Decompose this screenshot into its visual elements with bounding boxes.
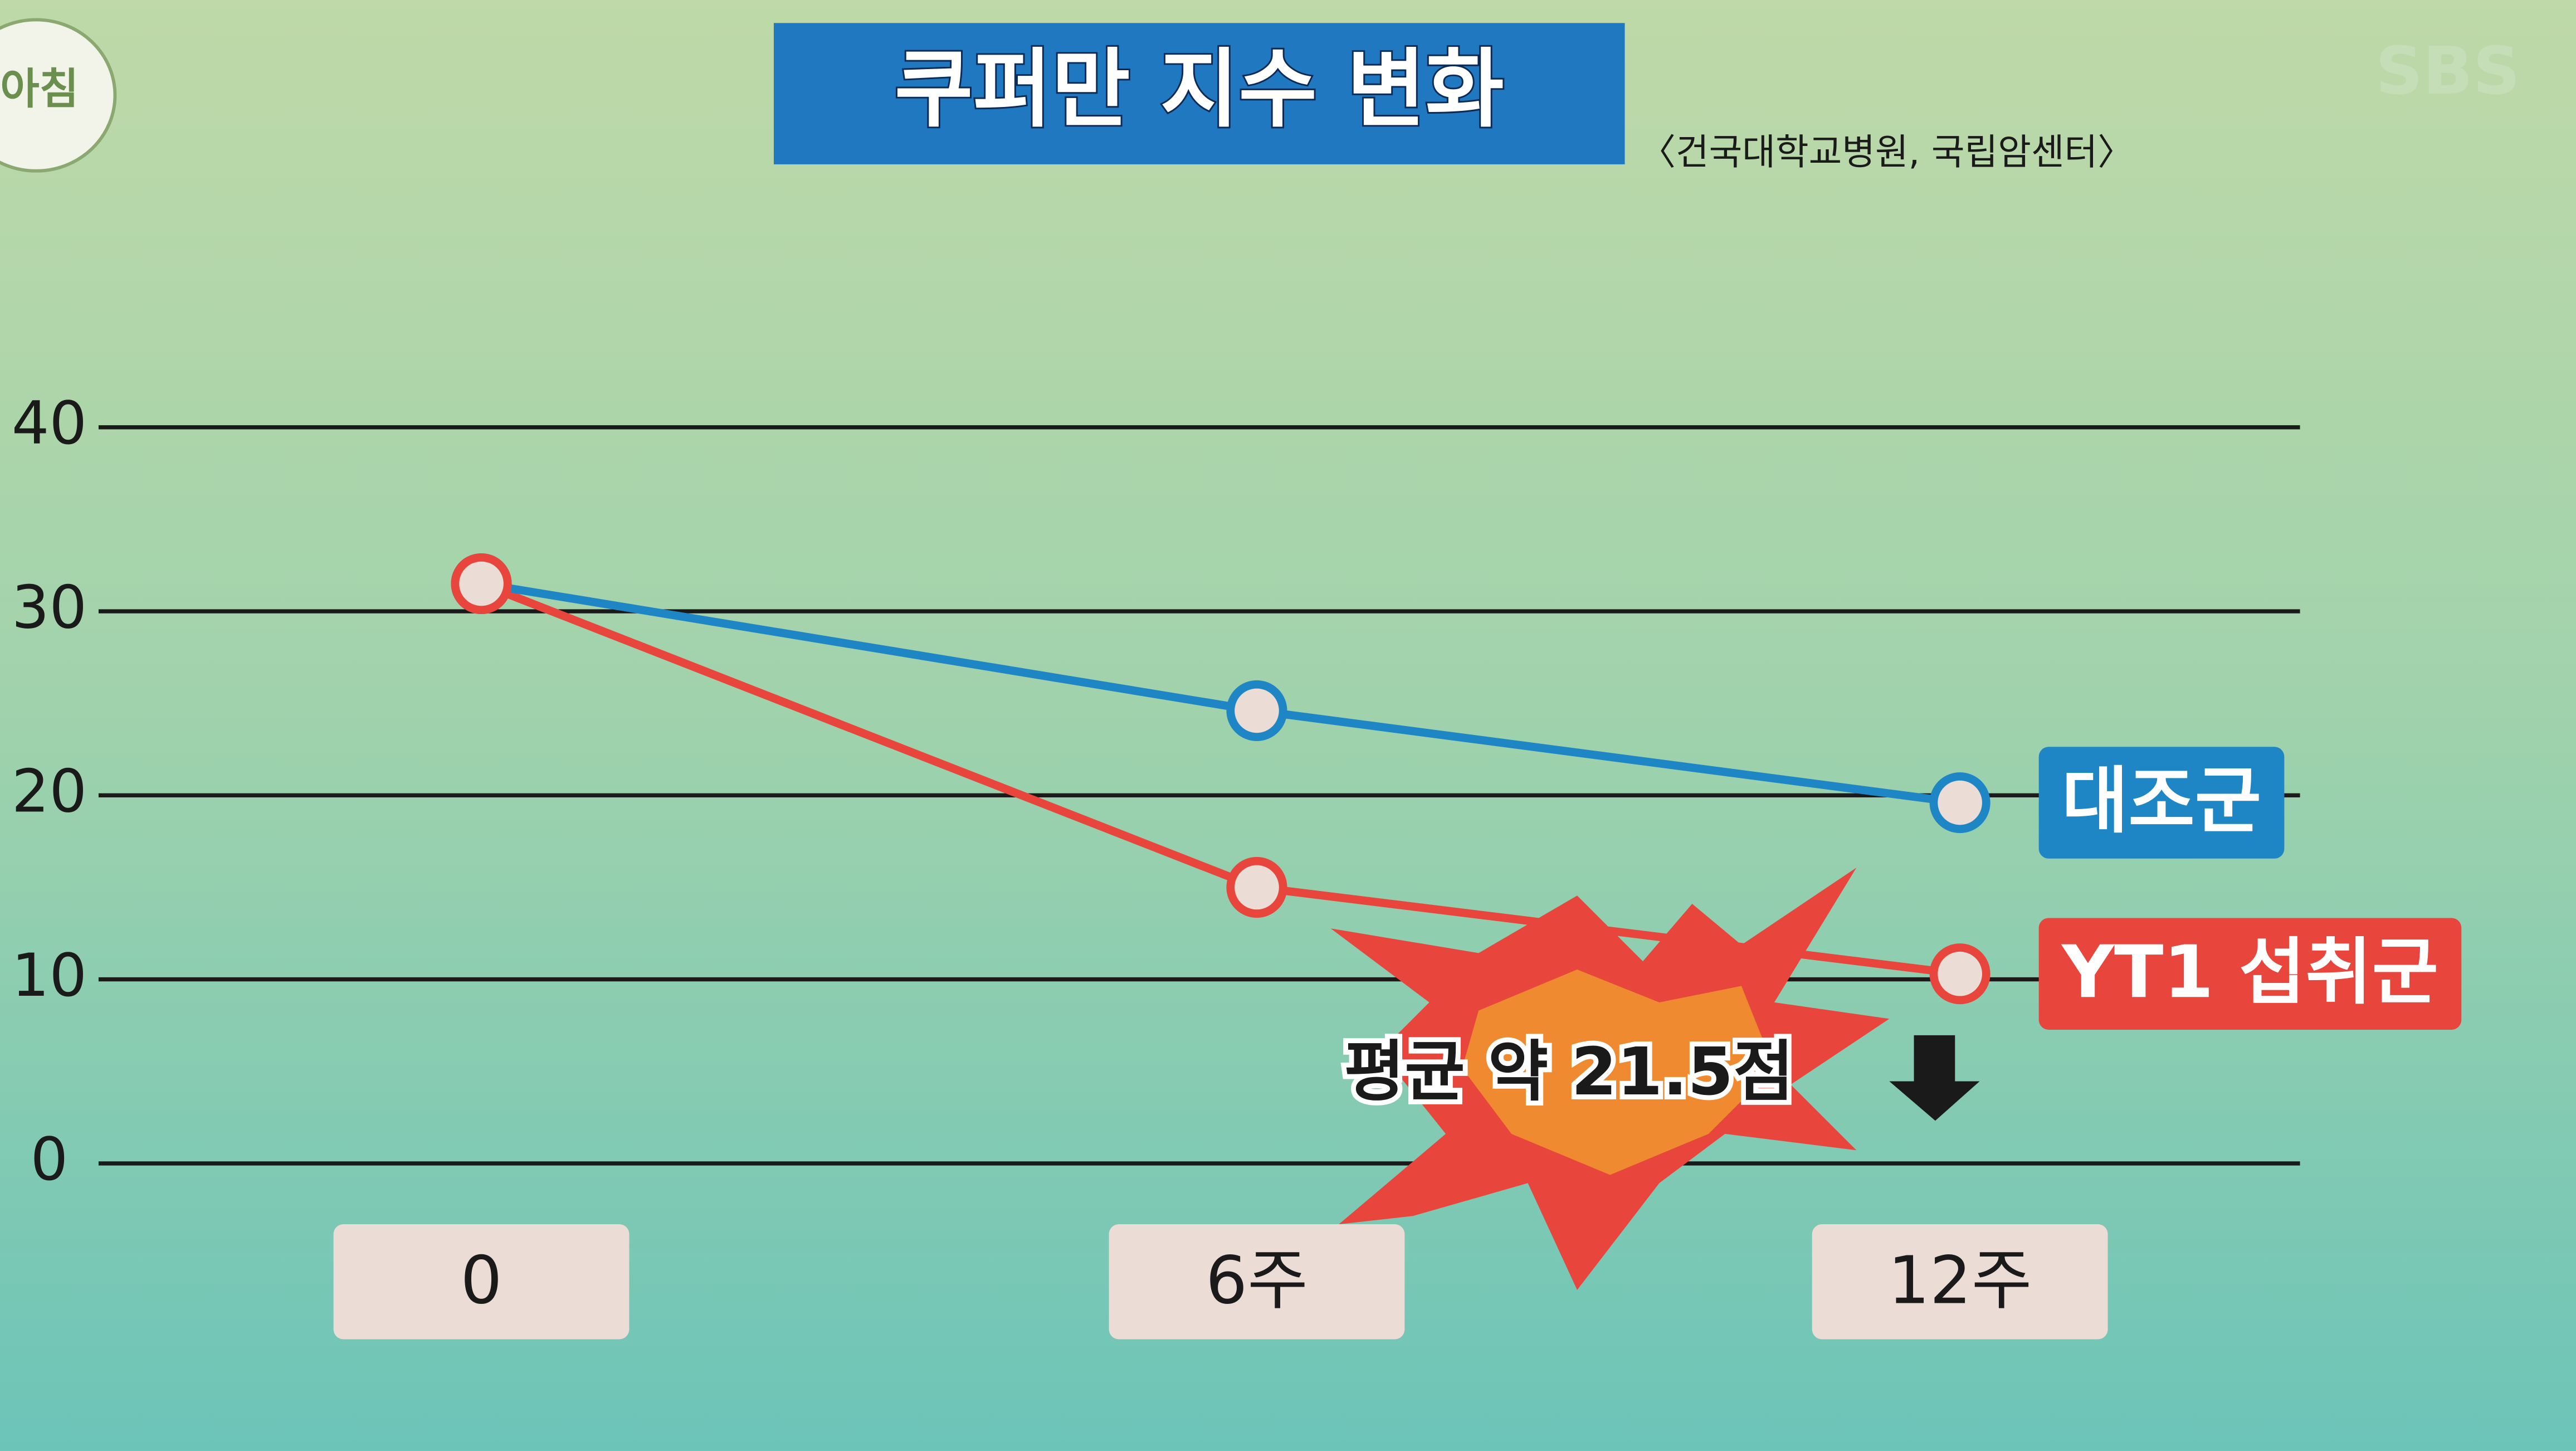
y-tick-label: 10 (12, 941, 87, 1010)
annotation: 평균 약 21.5점 (1344, 1034, 1794, 1110)
y-tick-label: 30 (12, 573, 87, 642)
point (1929, 772, 1990, 834)
y-tick-label: 40 (12, 389, 87, 458)
legend-label: 대조군 (2062, 759, 2261, 843)
down-arrow (1889, 1035, 1980, 1121)
chart-subtitle: 〈건국대학교병원, 국립암센터〉 (1640, 132, 2134, 173)
logo (0, 18, 117, 173)
legend-label: YT1 섭취군 (2061, 930, 2438, 1014)
x-tick-box (1109, 1224, 1405, 1340)
title-box (773, 23, 1625, 164)
x-tick-box (333, 1224, 630, 1340)
y-tick-label: 20 (12, 757, 87, 826)
point (1226, 856, 1287, 918)
chart-title: 쿠퍼만 지수 변화 (895, 40, 1504, 139)
y-tick-label: 0 (31, 1125, 69, 1194)
watermark: SBS (2375, 33, 2520, 109)
logo-text: 아침 (0, 65, 79, 114)
x-tick-label: 6주 (1206, 1242, 1308, 1318)
burst-center (1462, 969, 1774, 1175)
x-tick-label: 0 (461, 1242, 502, 1318)
point (1929, 943, 1990, 1005)
legend-box (2038, 747, 2285, 859)
x-tick-label: 12주 (1888, 1242, 2032, 1318)
point (1226, 680, 1287, 741)
x-tick-box (1812, 1224, 2108, 1340)
point (451, 553, 512, 615)
legend-box (2038, 918, 2462, 1030)
